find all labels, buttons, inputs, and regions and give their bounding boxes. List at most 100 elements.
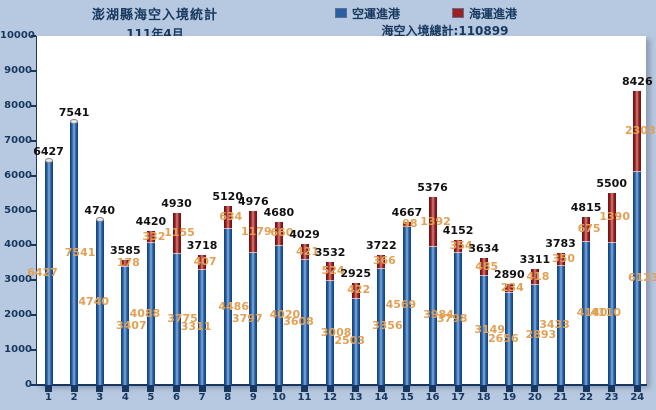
legend-label-sea: 海運進港 <box>469 6 518 21</box>
x-axis-bar-stub <box>96 386 104 392</box>
y-axis-tick-label: 3000 <box>4 274 32 286</box>
x-axis-category-label: 4 <box>121 392 129 403</box>
legend-item-sea: 海運進港 <box>452 6 518 21</box>
sea-zero-cap-icon <box>95 216 104 222</box>
total-value-label: 4976 <box>237 195 269 209</box>
x-axis-category-label: 12 <box>323 392 338 403</box>
bar-air-segment <box>274 244 283 385</box>
bar-air-segment <box>121 266 130 385</box>
bar-air-segment <box>505 292 514 385</box>
y-axis-tick <box>31 174 36 177</box>
y-axis-tick <box>31 104 36 107</box>
y-axis-tick-label: 9000 <box>4 64 32 76</box>
bar-air-segment <box>146 242 155 385</box>
x-axis-category-label: 7 <box>198 392 206 403</box>
legend-item-air: 空運進港 <box>335 6 401 21</box>
y-axis-tick <box>31 349 36 352</box>
x-axis-bar-stub <box>275 386 283 392</box>
x-axis-bar-stub <box>147 386 155 392</box>
bar-sea-segment <box>479 258 488 277</box>
air-value-label: 7541 <box>64 246 96 260</box>
x-axis-bar-stub <box>557 386 564 392</box>
x-axis-bar-stub <box>301 386 308 392</box>
bar-air-segment <box>377 267 386 385</box>
x-axis-category-label: 11 <box>297 392 312 403</box>
bar-sea-segment <box>607 193 616 243</box>
y-axis-tick-label: 8000 <box>4 99 32 111</box>
sea-series-swatch-icon <box>452 8 464 18</box>
x-axis-category-label: 21 <box>553 392 568 403</box>
bar-sea-segment <box>454 240 463 254</box>
y-axis-tick <box>31 139 36 142</box>
y-axis-tick-label: 6000 <box>4 169 32 181</box>
x-axis-category-label: 13 <box>348 392 363 403</box>
total-value-label: 4667 <box>391 206 423 220</box>
air-series-swatch-icon <box>335 8 347 18</box>
bar-sea-segment <box>633 90 642 173</box>
bar-sea-segment <box>326 261 335 281</box>
air-value-label: 2656 <box>487 331 519 345</box>
sea-value-label: 421 <box>296 244 319 258</box>
x-axis-category-label: 3 <box>96 392 104 403</box>
x-axis-bar-stub <box>45 386 52 392</box>
air-value-label: 4140 <box>576 305 608 319</box>
air-value-label: 6123 <box>627 271 656 285</box>
x-axis-category-label: 9 <box>249 392 257 403</box>
x-axis-bar-stub <box>480 386 488 392</box>
air-value-label: 4569 <box>385 298 417 312</box>
x-axis-bar-stub <box>505 386 513 392</box>
air-value-label: 4740 <box>78 295 109 309</box>
air-value-label: 3608 <box>283 315 314 329</box>
sea-value-label: 234 <box>500 281 524 295</box>
y-axis-tick <box>31 69 36 72</box>
total-value-label: 2925 <box>340 266 371 280</box>
air-value-label: 3797 <box>231 311 263 325</box>
x-axis-bar-stub <box>326 386 334 392</box>
bar-sea-segment <box>300 244 309 261</box>
y-axis-tick <box>31 384 36 386</box>
air-value-label: 3407 <box>115 318 147 332</box>
total-value-label: 3532 <box>314 245 346 259</box>
bar-sea-segment <box>402 222 411 227</box>
x-axis-category-label: 2 <box>70 392 78 403</box>
sea-value-label: 350 <box>552 252 575 266</box>
air-value-label: 3008 <box>320 325 352 339</box>
total-value-label: 8426 <box>621 74 653 88</box>
total-value-label: 5120 <box>212 190 243 204</box>
x-axis-category-label: 23 <box>604 392 619 403</box>
bar-air-segment <box>582 240 591 385</box>
bar-sea-segment <box>351 282 360 299</box>
x-axis-bar-stub <box>198 386 206 392</box>
y-axis-tick <box>31 35 36 37</box>
total-value-label: 4420 <box>135 214 167 228</box>
bar-air-segment <box>607 241 616 385</box>
x-axis-bar-stub <box>454 386 462 392</box>
air-value-label: 3311 <box>180 320 212 334</box>
air-value-label: 3775 <box>167 312 198 326</box>
bar-sea-segment <box>249 211 258 254</box>
bar-sea-segment <box>377 255 386 269</box>
sea-value-label: 1155 <box>164 226 195 240</box>
bar-air-segment <box>351 297 360 385</box>
bar-air-segment <box>249 252 258 385</box>
x-axis-bar-stub <box>173 386 180 392</box>
x-axis-category-label: 5 <box>147 392 155 403</box>
x-axis-category-label: 6 <box>173 392 180 403</box>
air-value-label: 4088 <box>129 306 161 320</box>
legend-label-air: 空運進港 <box>352 6 401 21</box>
bar-air-segment <box>402 225 411 385</box>
total-value-label: 3585 <box>109 243 141 257</box>
bar-sea-segment <box>198 255 207 271</box>
air-value-label: 6427 <box>27 265 58 279</box>
bar-air-segment <box>428 245 437 385</box>
x-axis-category-label: 1 <box>45 392 52 403</box>
bar-sea-segment <box>582 216 591 242</box>
x-axis-category-label: 17 <box>451 392 466 403</box>
x-axis-category-label: 15 <box>399 392 414 403</box>
x-axis-category-label: 20 <box>527 392 542 403</box>
total-value-label: 7541 <box>58 105 90 119</box>
sea-value-label: 422 <box>347 283 371 297</box>
chart-title: 澎湖縣海空入境統計 <box>91 8 218 23</box>
x-axis-category-label: 16 <box>425 392 440 403</box>
x-axis-bar-stub <box>377 386 385 392</box>
